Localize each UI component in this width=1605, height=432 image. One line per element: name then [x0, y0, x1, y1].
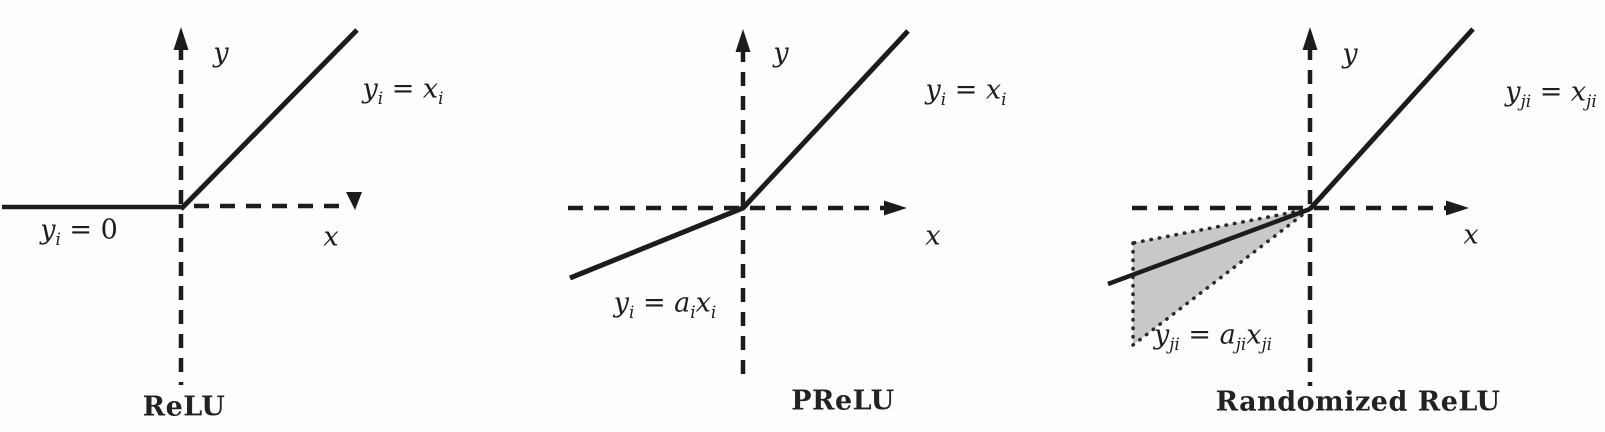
randomized-relu-y-axis-label: y [1342, 38, 1358, 70]
randomized-relu-x-axis-label: x [1463, 219, 1479, 251]
randomized-relu-caption: Randomized ReLU [1215, 386, 1501, 418]
prelu-plot [568, 29, 910, 382]
relu-x-axis-label: x [323, 221, 339, 253]
randomized-relu-y-axis-arrow-icon [1302, 27, 1318, 50]
randomized-relu-positive-branch-line [1308, 27, 1475, 211]
randomized-relu-negative-equation-label: yji = ajixji [1153, 319, 1273, 354]
relu-caption: ReLU [142, 391, 226, 423]
prelu-function-line [569, 29, 910, 281]
randomized-lower-bound-dotted-line [1131, 207, 1312, 347]
relu-x-axis-arrow-icon [346, 192, 362, 210]
randomized-relu-positive-equation-label: yji = xji [1505, 76, 1597, 111]
relu-negative-equation-label: yi = 0 [40, 214, 118, 249]
prelu-x-axis-arrow-icon [884, 200, 907, 216]
prelu-x-axis-label: x [925, 220, 941, 252]
prelu-negative-equation-label: yi = aixi [613, 287, 717, 322]
randomized-relu-plot [1107, 27, 1475, 386]
relu-y-axis-arrow-icon [173, 27, 189, 50]
prelu-caption: PReLU [791, 385, 895, 417]
relu-y-axis-label: y [213, 37, 229, 69]
relu-positive-equation-label: yi = xi [362, 73, 444, 108]
prelu-y-axis-label: y [773, 37, 789, 69]
relu-plot [2, 27, 362, 385]
prelu-y-axis-arrow-icon [735, 29, 751, 52]
randomized-relu-x-axis-arrow-icon [1446, 200, 1469, 216]
relu-positive-branch-line [179, 28, 359, 211]
randomized-relu-negative-branch-line [1107, 206, 1311, 287]
prelu-positive-equation-label: yi = xi [925, 74, 1007, 109]
